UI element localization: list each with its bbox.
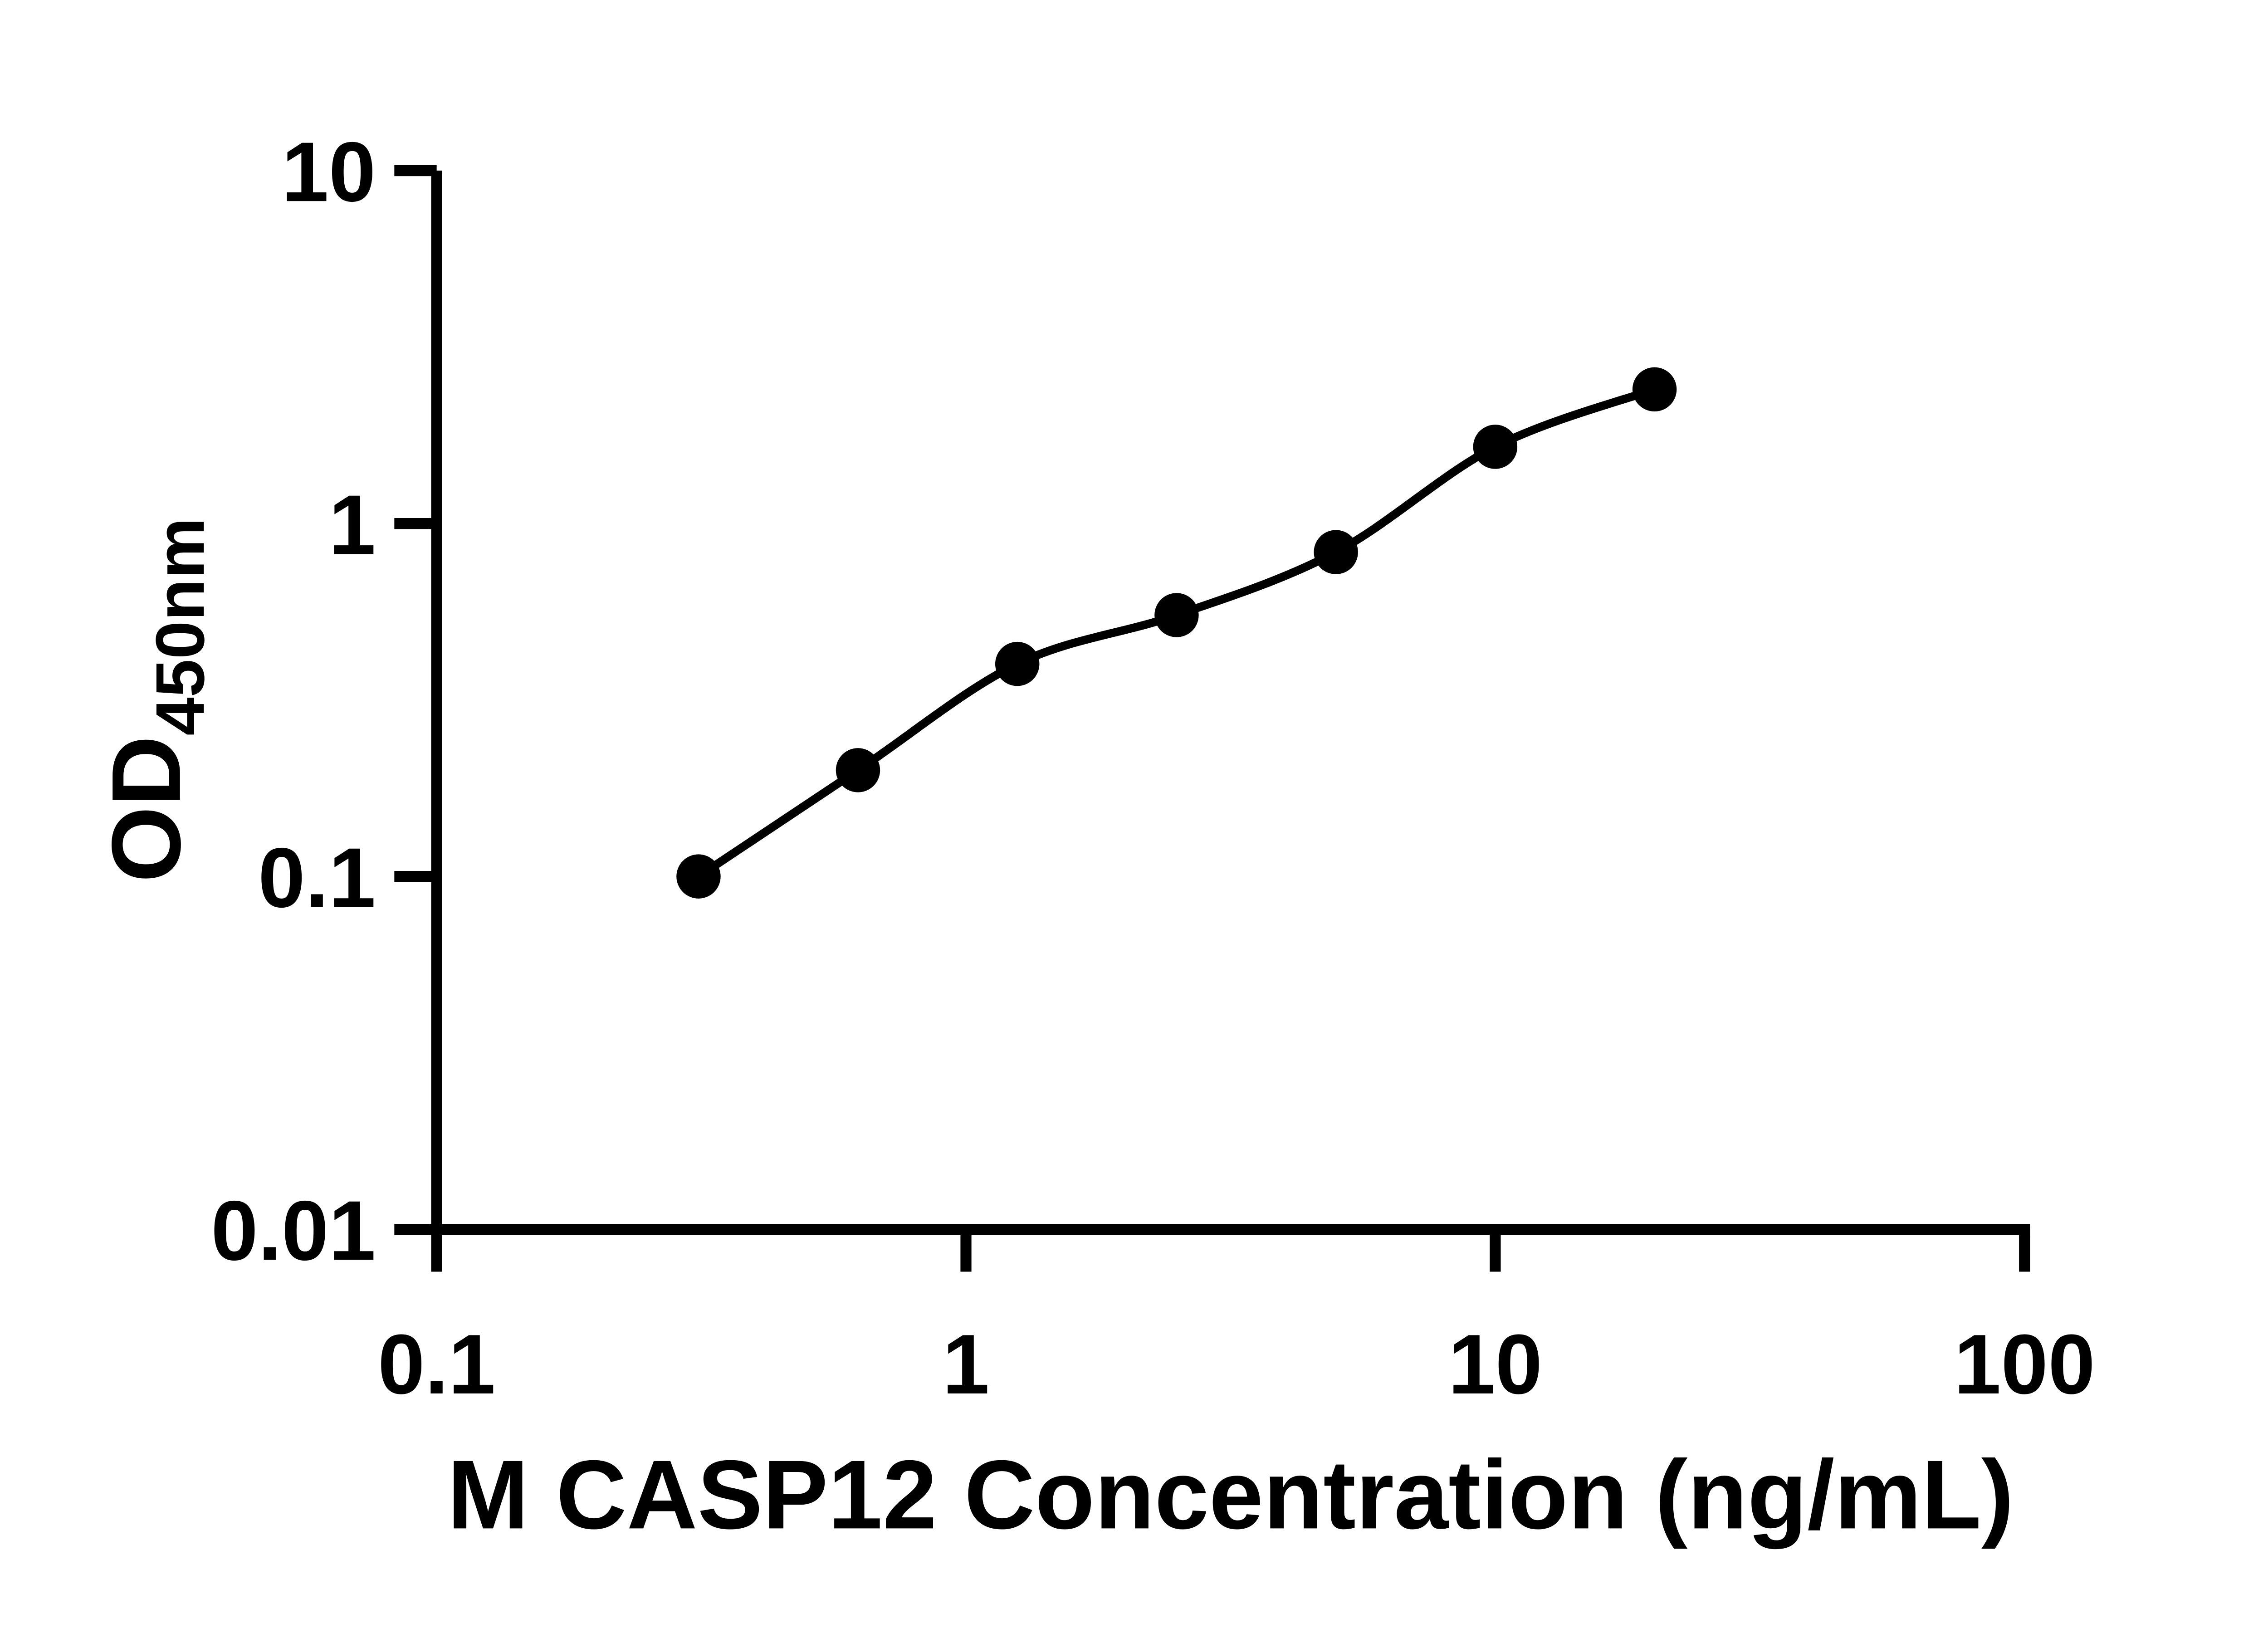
y-tick-label: 0.1: [258, 830, 376, 925]
x-axis-title: M CASP12 Concentration (ng/mL): [447, 1440, 2014, 1549]
x-tick-label: 0.1: [378, 1317, 496, 1412]
data-point-marker: [1314, 530, 1358, 574]
y-tick-label: 1: [329, 477, 376, 572]
x-tick-label: 10: [1448, 1317, 1543, 1412]
y-axis-title-subscript: 450nm: [142, 518, 219, 736]
x-tick-label: 1: [943, 1317, 990, 1412]
data-point-marker: [1473, 425, 1518, 469]
y-tick-label: 10: [282, 124, 376, 219]
y-axis-title-main: OD: [92, 736, 201, 883]
x-tick-label: 100: [1954, 1317, 2095, 1412]
data-point-marker: [1154, 593, 1199, 637]
y-tick-label: 0.01: [211, 1183, 376, 1278]
data-point-marker: [676, 854, 721, 899]
data-point-marker: [995, 641, 1040, 686]
data-point-marker: [1632, 367, 1677, 412]
y-axis-title: OD450nm: [92, 518, 219, 882]
data-point-marker: [836, 748, 880, 792]
